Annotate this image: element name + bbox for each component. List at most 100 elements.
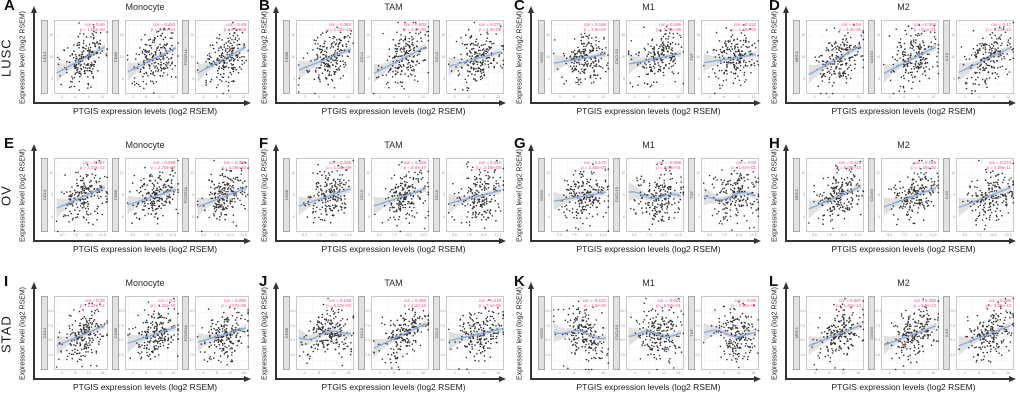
x-axis-arrowhead-icon [1009,375,1016,382]
correlation-value: cor = 0.3 [158,298,176,303]
x-tick-label: 12 [661,371,666,375]
x-tick-label: 8 [648,371,651,375]
y-tick-label: 10 [49,55,53,59]
x-tick-label: 3 [303,95,306,99]
y-tick-label: 5.0 [875,338,880,343]
plot-area: cor = 0.358 p = 1.48e-10 [881,158,940,232]
smooth-trend-line [958,186,1012,209]
x-tick-label: 10.0 [480,233,488,237]
plot-area: cor = 0.421 p = 5.09e-15 [806,158,865,232]
plot-area: cor = 0.503 p = 2.2e-30 [371,20,430,95]
p-value: p = 2.07e-12 [79,165,105,171]
x-tick-label: 16 [676,371,681,375]
x-tick-label: 5.0 [812,233,818,237]
x-tick-label: 10.0 [585,233,593,237]
gene-label: CD68 [284,327,289,339]
subplot-cd14: CD14 5 10 15 cor = 0.49 p = 1.05e-28 3 6 9 12 [41,20,108,100]
x-axis-arrow [785,240,1010,243]
x-tick-label: 3 [378,95,381,99]
smooth-trend-line [197,327,247,343]
y-tick-label: 7.5 [800,323,805,328]
x-axis-label: PTGIS expression levels (log2 RSEM) [831,244,976,254]
correlation-annotation: cor = 0.421 p = 5.09e-15 [836,160,861,170]
y-tick-label: 5.0 [440,338,445,343]
smooth-trend-line [553,329,607,340]
x-axis-label: PTGIS expression levels (log2 RSEM) [321,382,466,392]
subplot-ccl5: CCL5 5 10 15 cor = 0.275 p = 4.3e-09 3 6 9 12 [433,20,505,100]
panel-title: TAM [384,278,403,288]
p-value: p = 1.45e-05 [656,27,681,33]
facet-strip: CCL5 [433,296,440,370]
subplot-mrc1: MRC1 2.5 5.0 7.5 10.0 cor = 0.387 p = 1.62e-14… [793,296,865,376]
x-tick-label: 5.0 [707,233,713,237]
correlation-value: cor = 0.392 [328,22,351,27]
correlation-annotation: cor = 0.219 p = 7.1e-06 [479,298,501,308]
y-tick-label: 2.5 [365,353,370,358]
correlation-value: cor = 0.08 [736,160,756,165]
y-axis-label: Expression level (log2 RSEM) [516,11,524,105]
scatter-canvas [703,24,760,95]
subplot-nos2: NOS2 2.5 5.0 7.5 10.0 cor = -0.123 p = 1.2e-02… [538,296,610,376]
smooth-trend-line [958,46,1012,74]
scatter-canvas [447,299,505,370]
p-value: p = 8.0e-10 [403,165,426,171]
x-tick-label: 9 [737,95,740,99]
y-tick-label: 2.5 [545,353,550,358]
correlation-annotation: cor = 0.38 p = 1.21e-14 [80,298,105,308]
p-value: p = 1.8e-13 [913,303,936,309]
x-tick-label: 4 [633,371,636,375]
plot-area: cor = -0.123 p = 1.2e-02 [551,296,610,371]
y-tick-label: 9 [192,193,195,197]
x-tick-label: 12.5 [344,233,352,237]
facet-strip: CXCL10 [613,20,620,94]
x-tick-label: 9 [332,95,335,99]
correlation-annotation: cor = -0.123 p = 1.2e-02 [582,298,606,308]
x-tick-label: 9 [229,95,232,99]
scatter-canvas [808,24,865,95]
x-tick-label: 12 [228,371,233,375]
plot-area: cor = 0.392 p = 1.32e-18 [296,20,354,95]
p-value: p = 1.04e-09 [326,165,351,171]
x-tick-label: 10.0 [330,233,338,237]
smooth-trend-line [703,329,756,338]
correlation-value: cor = -0.123 [582,298,606,303]
correlation-annotation: cor = 0.3 p = 1.26e-10 [151,298,176,308]
y-tick-label: 9 [121,193,124,197]
confidence-band [448,186,501,214]
correlation-annotation: cor = 0.358 p = 1.48e-10 [911,160,936,170]
x-tick-label: 10.0 [990,233,998,237]
panel-letter: J [259,273,268,290]
x-tick-label: 5.0 [302,233,308,237]
x-tick-label: 6 [573,95,576,99]
p-value: p = 3.09e-01 [656,165,681,171]
x-tick-label: 16 [346,371,351,375]
facet-strip: CD14 [41,296,48,370]
x-tick-label: 16 [751,371,756,375]
plot-area: cor = 0.326 p = 1.04e-09 [296,158,355,232]
gene-label: NOS2 [539,51,544,63]
x-axis-arrow [785,378,1010,381]
y-tick-label: 5 [623,77,625,82]
confidence-band [127,44,176,82]
x-tick-label: 3 [963,95,966,99]
data-points [126,159,179,225]
scatter-canvas [958,159,1015,230]
scatter-canvas [372,21,430,95]
panel-J: J Expression level (log2 RSEM) TAM PTGIS ex… [255,273,510,412]
plot-area: cor = 0.49 p = 1.05e-28 [54,20,108,94]
subplot-ccl2: CCL2 2.5 5.0 7.5 10.0 cor = 0.466 p < 2.2e-16 4… [358,296,430,376]
x-tick-label: 3 [558,95,561,99]
data-points [374,159,430,233]
panel-letter: C [514,0,525,14]
x-tick-label: 12 [856,95,861,99]
facet-strip: CD14 [41,20,48,94]
correlation-annotation: cor = -0.058 p = 3.09e-01 [656,160,681,170]
y-axis-label: Expression level (log2 RSEM) [771,287,779,381]
correlation-value: cor = 0.219 [478,298,501,303]
panel-title: Monocyte [125,278,165,288]
correlation-annotation: cor = 0.387 p = 1.62e-14 [836,298,861,308]
x-tick-label: 12.5 [599,233,607,237]
y-tick-label: 9 [803,193,805,197]
plot-area: cor = -0.06 p = 2.22e-01 [701,296,760,370]
scatter-canvas [447,159,505,229]
